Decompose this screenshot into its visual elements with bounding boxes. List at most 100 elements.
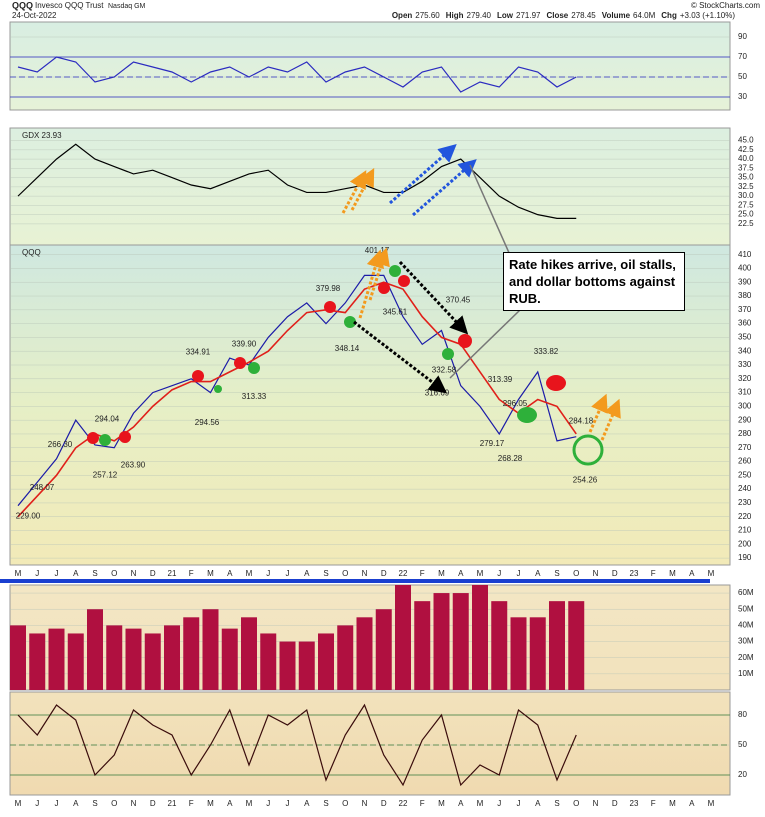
x-tick-label: S (323, 799, 328, 808)
line (17, 703, 577, 787)
y-tick-label: 32.5 (738, 182, 754, 191)
x-tick-label: N (131, 799, 137, 808)
y-tick-label: 290 (738, 415, 752, 424)
sell-signal (234, 357, 246, 369)
x-tick-label: 23 (630, 799, 639, 808)
arrow (358, 249, 385, 319)
x-tick-label: J (497, 569, 501, 578)
arrow (350, 168, 375, 211)
quote: Open 275.60 High 279.40 Low 271.97 Close 278.45… (392, 11, 736, 20)
buy-signal (517, 407, 537, 423)
buy-signal (214, 385, 222, 393)
arrow (588, 393, 608, 433)
price-label: 268.28 (498, 454, 523, 463)
arrow (368, 247, 390, 301)
buy-signal (389, 265, 401, 277)
bar (67, 633, 84, 690)
quote-value: +3.03 (+1.10%) (680, 11, 735, 20)
annotation: Rate hikes arrive, oil stalls, and dolla… (503, 252, 685, 311)
panel (9, 21, 731, 111)
y-tick-label: 380 (738, 291, 752, 300)
y-tick-label: 50 (738, 72, 747, 81)
bar (202, 609, 219, 690)
x-tick-label: M (15, 569, 22, 578)
x-tick-label: J (266, 569, 270, 578)
price-label: 279.17 (480, 439, 505, 448)
quote-label: High (446, 11, 464, 20)
bar (144, 633, 161, 690)
x-tick-label: D (150, 569, 156, 578)
bar (298, 641, 315, 690)
x-tick-label: A (227, 569, 233, 578)
x-tick-label: F (420, 569, 425, 578)
y-tick-label: 300 (738, 401, 752, 410)
x-tick-label: O (342, 799, 348, 808)
bar (164, 625, 180, 690)
x-tick-label: A (458, 569, 464, 578)
bar (395, 585, 411, 690)
x-tick-label: J (55, 799, 59, 808)
y-tick-label: 22.5 (738, 219, 754, 228)
y-tick-label: 27.5 (738, 200, 754, 209)
y-tick-label: 360 (738, 319, 752, 328)
x-tick-label: M (708, 799, 715, 808)
x-tick-label: M (246, 569, 253, 578)
price-label: 333.82 (534, 347, 559, 356)
quote-value: 279.40 (467, 11, 492, 20)
y-tick-label: 260 (738, 457, 752, 466)
y-tick-label: 210 (738, 526, 752, 535)
quote-value: 278.45 (571, 11, 596, 20)
y-tick-label: 30.0 (738, 191, 754, 200)
y-tick-label: 250 (738, 470, 752, 479)
quote-label: Volume (602, 11, 631, 20)
arrow (389, 144, 457, 205)
bar (491, 601, 508, 690)
y-tick-label: 90 (738, 32, 747, 41)
x-tick-label: M (246, 799, 253, 808)
quote-label: Low (497, 11, 514, 20)
bar (356, 617, 373, 690)
price-label: 263.90 (121, 460, 146, 469)
x-tick-label: N (362, 569, 368, 578)
bar (568, 601, 585, 690)
copyright: © StockCharts.com (691, 1, 760, 10)
x-tick-label: J (517, 569, 521, 578)
arrow (353, 320, 448, 394)
bar (221, 628, 238, 690)
quote-value: 271.97 (516, 11, 541, 20)
pointer (469, 164, 511, 256)
x-tick-label: N (131, 569, 137, 578)
price-label: 379.98 (316, 284, 341, 293)
x-tick-label: M (669, 569, 676, 578)
sell-signal (87, 432, 99, 444)
price-label: 348.14 (335, 344, 360, 353)
x-tick-label: O (573, 799, 579, 808)
y-tick-label: 70 (738, 52, 747, 61)
x-tick-label: F (189, 569, 194, 578)
y-tick-label: 45.0 (738, 136, 754, 145)
bar (433, 593, 450, 690)
x-tick-label: J (35, 799, 39, 808)
x-tick-label: M (669, 799, 676, 808)
buy-signal (442, 348, 454, 360)
y-tick-label: 20M (738, 653, 754, 662)
y-tick-label: 340 (738, 346, 752, 355)
price-label: 266.30 (48, 440, 73, 449)
y-tick-label: 220 (738, 512, 752, 521)
bar (510, 617, 527, 690)
x-tick-label: M (438, 569, 445, 578)
price-label: 334.91 (186, 347, 211, 356)
bar (549, 601, 565, 690)
y-tick-label: 37.5 (738, 163, 754, 172)
y-tick-label: 190 (738, 553, 752, 562)
buy-signal (248, 362, 260, 374)
x-tick-label: M (15, 799, 22, 808)
quote-value: 64.0M (633, 11, 656, 20)
sell-signal (398, 275, 410, 287)
y-tick-label: 50 (738, 740, 747, 749)
price-label: 345.61 (383, 308, 408, 317)
x-tick-label: F (651, 799, 656, 808)
x-tick-label: A (535, 569, 541, 578)
x-tick-label: J (286, 569, 290, 578)
y-tick-label: 370 (738, 305, 752, 314)
